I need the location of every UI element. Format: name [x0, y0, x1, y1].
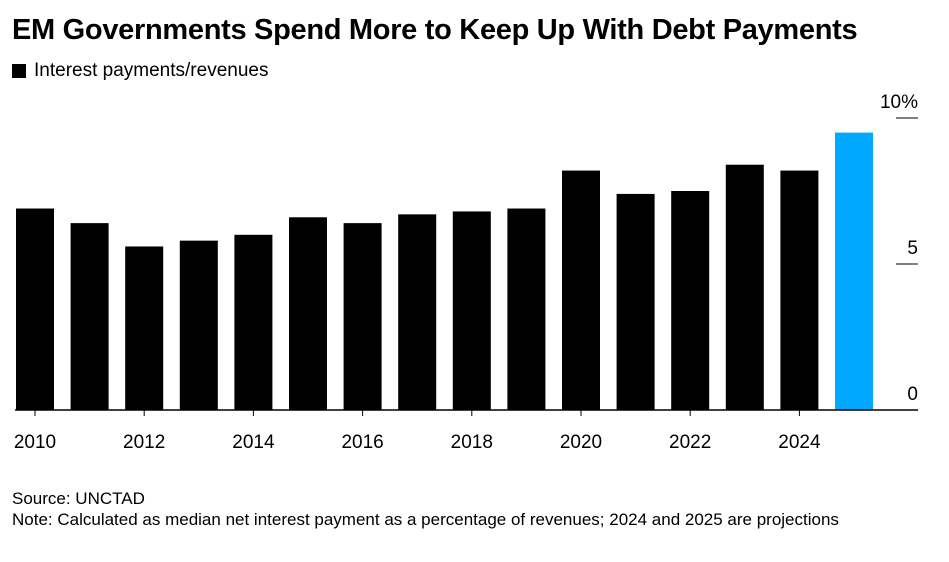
- bar-2025: [835, 132, 873, 410]
- y-tick-label-0: 0: [907, 384, 918, 405]
- chart-title: EM Governments Spend More to Keep Up Wit…: [12, 14, 858, 46]
- x-tick-label-2018: 2018: [451, 432, 493, 453]
- legend-label: Interest payments/revenues: [34, 60, 269, 81]
- y-tick-label-5: 5: [907, 238, 918, 259]
- bar-2020: [562, 170, 600, 410]
- x-tick-label-2012: 2012: [123, 432, 165, 453]
- bar-2013: [179, 240, 218, 410]
- bar-2024: [780, 170, 819, 410]
- bar-2016: [343, 223, 382, 410]
- source-text: Source: UNCTAD: [12, 489, 145, 508]
- bar-2022: [671, 191, 710, 410]
- bar-2017: [398, 214, 437, 410]
- bar-2010: [16, 208, 54, 410]
- bar-2014: [234, 234, 273, 410]
- x-tick-label-2010: 2010: [14, 432, 56, 453]
- bar-2021: [616, 193, 655, 410]
- y-tick-label-10: 10%: [880, 92, 918, 113]
- x-tick-label-2024: 2024: [778, 432, 821, 453]
- bar-2023: [725, 164, 764, 410]
- x-tick-label-2014: 2014: [232, 432, 275, 453]
- bar-2012: [125, 246, 164, 410]
- bar-chart: 2010 2012 2014 2016 2018 2020 2022 2024 0 5 10%: [14, 92, 918, 453]
- bar-2018: [452, 211, 491, 410]
- x-tick-label-2016: 2016: [341, 432, 383, 453]
- x-tick-label-2022: 2022: [669, 432, 711, 453]
- note-text: Note: Calculated as median net interest …: [12, 510, 839, 529]
- bar-2015: [289, 217, 327, 410]
- bar-2019: [507, 208, 546, 410]
- bar-2011: [70, 223, 109, 410]
- legend: Interest payments/revenues: [12, 60, 268, 82]
- footer: Source: UNCTAD Note: Calculated as media…: [12, 488, 912, 530]
- x-tick-label-2020: 2020: [560, 432, 602, 453]
- legend-swatch: [12, 64, 26, 78]
